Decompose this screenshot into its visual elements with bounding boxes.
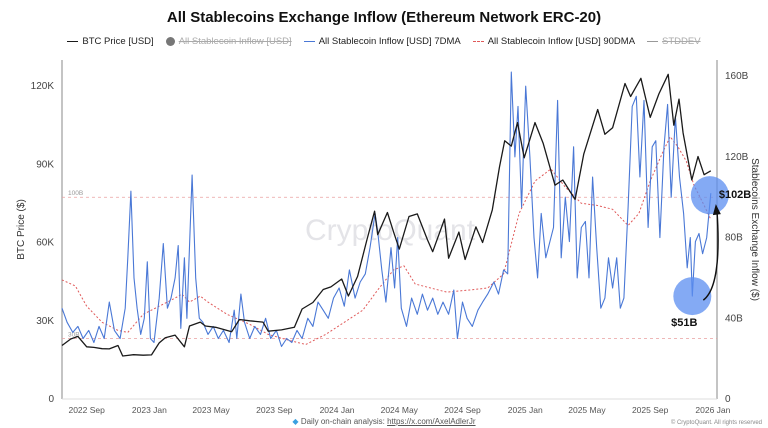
legend-item[interactable]: STDDEV: [647, 36, 701, 47]
y-right-tick-label: 160B: [725, 71, 749, 82]
legend-item[interactable]: All Stablecoin Inflow [USD] 7DMA: [303, 36, 461, 47]
annotation-circle: [673, 277, 712, 316]
footer: ◆ Daily on-chain analysis: https://x.com…: [0, 417, 768, 426]
x-tick-label: 2023 Jan: [132, 405, 167, 415]
legend-item[interactable]: All Stablecoin Inflow [USD] 90DMA: [472, 36, 636, 47]
footer-link[interactable]: https://x.com/AxelAdlerJr: [387, 417, 476, 426]
legend-label: All Stablecoin Inflow [USD] 7DMA: [318, 36, 461, 47]
annotation-circle: [690, 176, 729, 215]
reference-line-label: 100B: [68, 190, 83, 197]
x-tick-label: 2026 Jan: [695, 405, 730, 415]
watermark: CryptoQuant: [305, 214, 476, 247]
x-tick-label: 2023 Sep: [256, 405, 293, 415]
arrowhead-icon: [712, 204, 721, 216]
y-right-tick-label: 120B: [725, 152, 749, 163]
x-tick-label: 2024 Jan: [320, 405, 355, 415]
series-line-inflow-7dma: [61, 71, 712, 348]
legend-swatch: [303, 41, 315, 42]
y-left-axis-title: BTC Price ($): [16, 199, 27, 260]
copyright: © CryptoQuant. All rights reserved: [670, 420, 762, 426]
annotation-label: $102B: [719, 189, 751, 201]
x-tick-label: 2024 Sep: [444, 405, 481, 415]
legend-label: All Stablecoin Inflow [USD]: [178, 36, 292, 47]
legend-swatch: [165, 37, 175, 46]
legend-label: STDDEV: [662, 36, 701, 47]
annotation-label: $51B: [671, 317, 697, 329]
y-left-tick-label: 0: [48, 394, 54, 405]
x-tick-label: 2022 Sep: [68, 405, 105, 415]
y-left-tick-label: 90K: [36, 159, 54, 170]
chart-title: All Stablecoins Exchange Inflow (Ethereu…: [166, 9, 602, 26]
y-right-axis-title: Stablecoins Exchange Inflow ($): [749, 158, 760, 301]
annotation-arrow: [702, 209, 719, 301]
y-left-tick-label: 120K: [31, 81, 55, 92]
legend: BTC Price [USD] All Stablecoin Inflow [US…: [0, 36, 768, 47]
footer-text: Daily on-chain analysis:: [300, 417, 388, 426]
legend-item[interactable]: BTC Price [USD]: [67, 36, 154, 47]
legend-swatch: [647, 41, 659, 42]
series-line-btc-price: [61, 73, 712, 357]
legend-item[interactable]: All Stablecoin Inflow [USD]: [165, 36, 292, 47]
y-left-tick-label: 30K: [36, 316, 54, 327]
y-right-tick-label: 0: [725, 394, 731, 405]
reference-line-label: 30B: [68, 331, 80, 338]
x-tick-label: 2023 May: [192, 405, 230, 415]
legend-swatch: [472, 41, 484, 42]
legend-label: BTC Price [USD]: [82, 36, 154, 47]
legend-swatch: [67, 41, 79, 42]
x-tick-label: 2025 Jan: [508, 405, 543, 415]
x-tick-label: 2025 May: [568, 405, 606, 415]
y-right-tick-label: 80B: [725, 233, 743, 244]
diamond-hands-icon: ◆: [292, 417, 299, 426]
y-left-tick-label: 60K: [36, 238, 54, 249]
y-right-tick-label: 40B: [725, 313, 743, 324]
x-tick-label: 2025 Sep: [632, 405, 669, 415]
legend-label: All Stablecoin Inflow [USD] 90DMA: [487, 36, 636, 47]
x-tick-label: 2024 May: [381, 405, 419, 415]
